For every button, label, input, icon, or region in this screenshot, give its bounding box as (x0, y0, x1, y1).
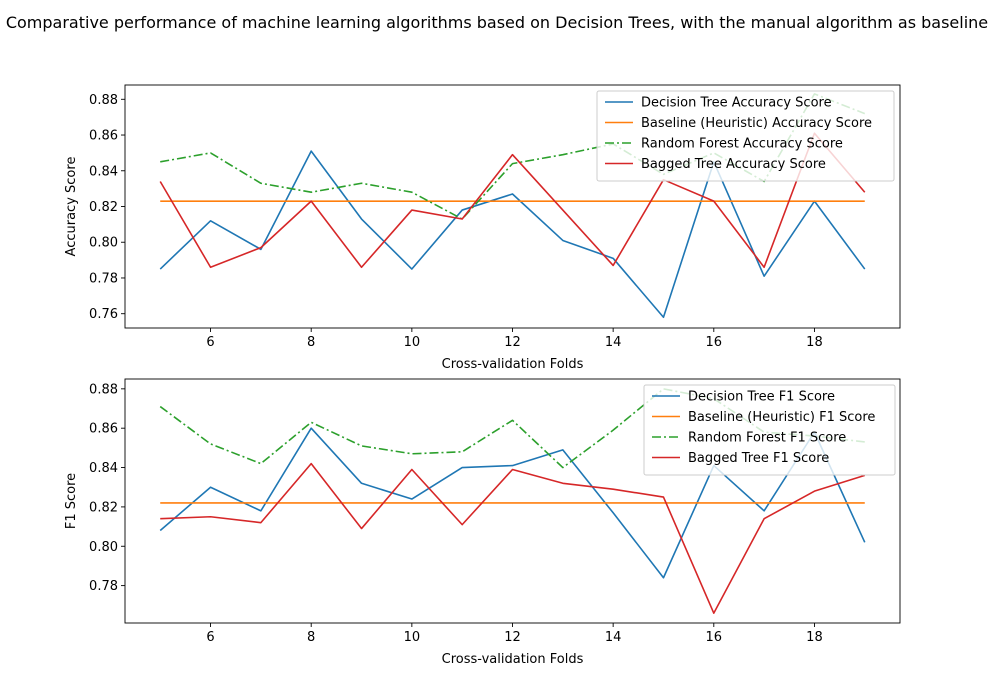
figure-title: Comparative performance of machine learn… (6, 13, 988, 32)
y-tick-label: 0.88 (89, 93, 118, 108)
x-tick-label: 16 (706, 630, 723, 645)
legend-entry: Decision Tree F1 Score (688, 390, 835, 405)
legend-entry: Bagged Tree F1 Score (688, 451, 829, 466)
y-axis-label: Accuracy Score (64, 157, 79, 257)
series-decision-tree-f1-score (159, 427, 866, 579)
x-tick-label: 12 (504, 630, 521, 645)
y-tick-label: 0.80 (89, 236, 118, 251)
legend: Decision Tree F1 Score Baseline (Heuristi… (643, 384, 896, 476)
subplot-1: 6 8 10 12 14 16 18 0.76 0.78 0.80 0.82 0.84 0.86 0.88… (64, 84, 901, 372)
y-tick-label: 0.78 (89, 579, 118, 594)
x-tick-label: 8 (307, 630, 315, 645)
series-bagged-tree-f1-score (160, 462, 866, 614)
y-tick-label: 0.86 (89, 422, 118, 437)
x-tick-label: 6 (206, 335, 214, 350)
legend-entry: Baseline (Heuristic) F1 Score (688, 410, 875, 425)
x-axis-label: Cross-validation Folds (442, 652, 584, 667)
x-tick-label: 8 (307, 335, 315, 350)
legend-entry: Bagged Tree Accuracy Score (641, 157, 826, 172)
series-line (159, 132, 866, 269)
subplots: 6 8 10 12 14 16 18 0.76 0.78 0.80 0.82 0.84 0.86 0.88… (64, 84, 901, 667)
subplot-2: 6 8 10 12 14 16 18 0.78 0.80 0.82 0.84 0.86 0.88 Cros… (64, 378, 901, 667)
x-tick-label: 18 (806, 630, 823, 645)
y-tick-label: 0.78 (89, 271, 118, 286)
y-tick-label: 0.82 (89, 500, 118, 515)
series-line (159, 150, 866, 319)
y-tick-label: 0.88 (89, 382, 118, 397)
x-tick-label: 16 (706, 335, 723, 350)
series-decision-tree-accuracy-score (159, 150, 866, 319)
y-tick-label: 0.84 (89, 164, 118, 179)
y-tick-label: 0.86 (89, 129, 118, 144)
y-tick-label: 0.82 (89, 200, 118, 215)
legend-frame (596, 90, 895, 182)
x-tick-label: 14 (605, 630, 622, 645)
series-bagged-tree-accuracy-score (159, 132, 866, 269)
y-tick-label: 0.76 (89, 307, 118, 322)
legend-frame (643, 384, 896, 476)
series-line (159, 427, 866, 579)
legend-entry: Decision Tree Accuracy Score (641, 96, 832, 111)
x-tick-label: 14 (605, 335, 622, 350)
series-line (160, 462, 866, 614)
x-axis-label: Cross-validation Folds (442, 357, 584, 372)
x-tick-label: 10 (404, 630, 421, 645)
y-tick-label: 0.80 (89, 540, 118, 555)
x-tick-label: 10 (404, 335, 421, 350)
legend-entry: Random Forest Accuracy Score (641, 137, 843, 152)
legend: Decision Tree Accuracy Score Baseline (He… (596, 90, 895, 182)
legend-entry: Baseline (Heuristic) Accuracy Score (641, 116, 872, 131)
x-tick-label: 18 (806, 335, 823, 350)
y-axis-label: F1 Score (64, 473, 79, 529)
y-tick-label: 0.84 (89, 461, 118, 476)
x-tick-label: 12 (504, 335, 521, 350)
legend-entry: Random Forest F1 Score (688, 431, 846, 446)
x-tick-label: 6 (206, 630, 214, 645)
